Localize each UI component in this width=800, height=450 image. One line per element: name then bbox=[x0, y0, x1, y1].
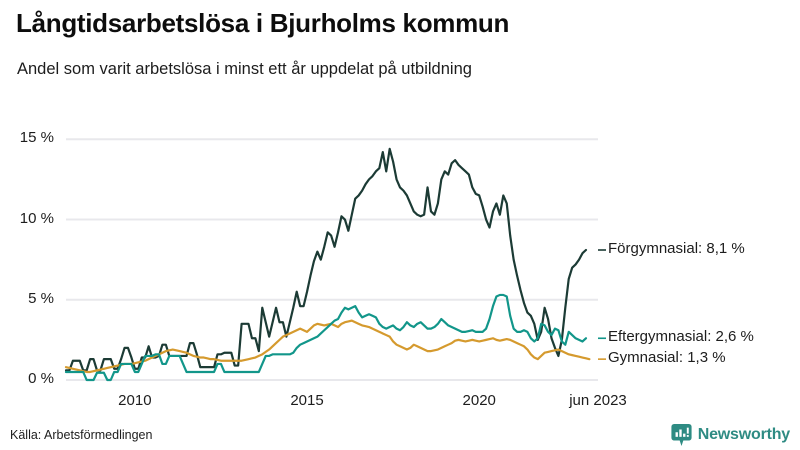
brand-name: Newsworthy bbox=[697, 426, 790, 443]
series-label-förgymnasial: Förgymnasial: 8,1 % bbox=[608, 240, 745, 257]
series-label-gymnasial: Gymnasial: 1,3 % bbox=[608, 349, 726, 367]
series-line bbox=[64, 293, 588, 382]
series-line bbox=[64, 147, 588, 372]
x-axis-tick-label: 2020 bbox=[462, 392, 496, 409]
series-line bbox=[64, 319, 591, 374]
series-label-eftergymnasial: Eftergymnasial: 2,6 % bbox=[608, 328, 754, 346]
gridlines bbox=[66, 138, 598, 381]
brand-logo: Newsworthy bbox=[671, 424, 790, 446]
x-axis-tick-label: 2010 bbox=[118, 392, 152, 409]
source-note: Källa: Arbetsförmedlingen bbox=[10, 428, 153, 442]
bar-chart-icon bbox=[671, 424, 692, 446]
leader-lines bbox=[598, 249, 606, 360]
series-lines bbox=[64, 147, 591, 382]
y-axis-tick-label: 15 % bbox=[19, 129, 54, 147]
x-axis-tick-label: 2015 bbox=[290, 392, 324, 409]
chart-subtitle: Andel som varit arbetslösa i minst ett å… bbox=[17, 60, 472, 78]
y-axis-tick-label: 0 % bbox=[28, 370, 54, 387]
x-axis-tick-label: jun 2023 bbox=[569, 392, 627, 409]
y-axis-tick-label: 5 % bbox=[28, 289, 54, 307]
page-title: Långtidsarbetslösa i Bjurholms kommun bbox=[16, 8, 510, 38]
y-axis-tick-label: 10 % bbox=[19, 209, 54, 227]
